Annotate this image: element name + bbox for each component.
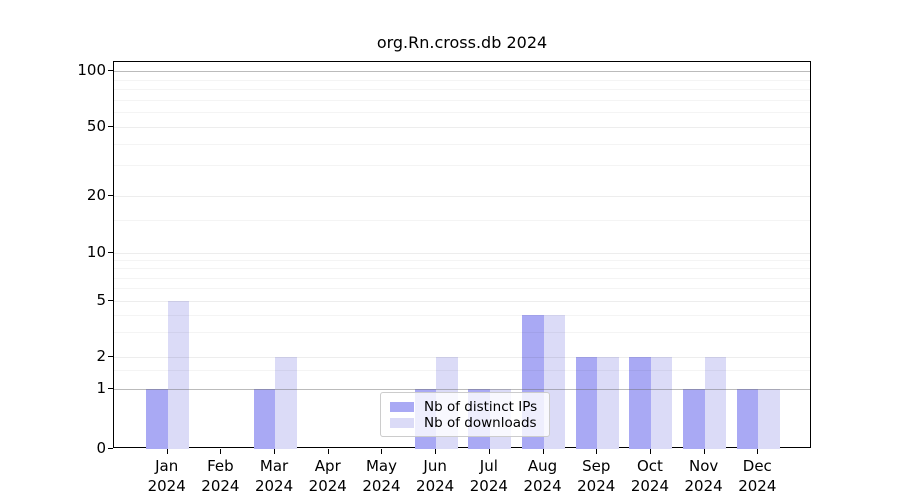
bar-ips-dec (736, 389, 759, 449)
gridline-9 (114, 260, 810, 262)
distinct-ips-swatch-icon (390, 402, 414, 412)
gridline-3 (114, 331, 810, 333)
x-tick-mark-dec (757, 449, 759, 454)
bar-downloads-sep (597, 356, 619, 449)
x-tick-label-may: May 2024 (362, 457, 401, 495)
y-tick-label-1: 1 (96, 379, 106, 397)
x-tick-label-apr: Apr 2024 (308, 457, 347, 495)
plot-area (113, 61, 811, 449)
y-tick-label-10: 10 (86, 243, 106, 261)
gridline-1.5 (114, 369, 810, 371)
bar-ips-jan (146, 389, 168, 449)
x-tick-mark-feb (220, 449, 222, 454)
legend-label: Nb of downloads (424, 415, 537, 431)
x-tick-label-jul: Jul 2024 (469, 457, 508, 495)
gridline-7 (114, 277, 810, 279)
y-tick-label-2: 2 (96, 346, 106, 365)
x-tick-label-mar: Mar 2024 (254, 457, 294, 495)
x-tick-label-oct: Oct 2024 (630, 457, 670, 495)
bar-downloads-dec (758, 389, 780, 449)
gridline-60 (114, 112, 810, 114)
x-tick-label-aug: Aug 2024 (523, 457, 562, 495)
bar-ips-sep (575, 356, 598, 449)
x-tick-mark-jan (166, 449, 168, 454)
x-tick-mark-aug (542, 449, 544, 454)
gridline-5 (114, 301, 810, 302)
legend-item-distinct-ips: Nb of distinct IPs (390, 399, 540, 415)
bar-ips-mar (253, 389, 276, 449)
gridline-70 (114, 99, 810, 101)
gridline-20 (114, 196, 810, 197)
downloads-swatch-icon (390, 418, 414, 428)
gridline-2 (114, 356, 810, 358)
y-tick-label-50: 50 (86, 117, 106, 135)
x-tick-mark-jun (435, 449, 437, 454)
x-tick-label-feb: Feb 2024 (201, 457, 240, 495)
y-tick-mark-20 (108, 195, 113, 196)
y-tick-label-5: 5 (96, 291, 106, 309)
y-tick-mark-2 (108, 355, 113, 357)
bar-ips-nov (683, 389, 705, 449)
gridline-8 (114, 268, 810, 270)
y-tick-label-20: 20 (86, 186, 106, 204)
x-tick-label-jun: Jun 2024 (416, 457, 455, 495)
legend-item-downloads: Nb of downloads (390, 415, 540, 431)
chart-title: org.Rn.cross.db 2024 (376, 33, 548, 52)
bar-downloads-mar (275, 356, 297, 449)
legend-label: Nb of distinct IPs (424, 399, 538, 415)
x-tick-mark-jul (488, 449, 490, 454)
x-tick-label-dec: Dec 2024 (738, 457, 777, 495)
gridline-30 (114, 165, 810, 167)
gridline-100 (114, 71, 810, 72)
gridline-10 (114, 253, 810, 254)
y-tick-mark-100 (108, 70, 113, 71)
y-tick-mark-0 (108, 448, 113, 449)
gridline-80 (114, 89, 810, 91)
bar-downloads-nov (704, 356, 727, 449)
x-tick-mark-apr (327, 449, 329, 454)
x-tick-label-sep: Sep 2024 (577, 457, 616, 495)
gridline-90 (114, 79, 810, 81)
y-tick-label-100: 100 (77, 61, 106, 79)
gridline-6 (114, 288, 810, 290)
bar-ips-oct (629, 356, 651, 449)
gridline-50 (114, 127, 810, 128)
gridline-40 (114, 143, 810, 145)
y-tick-mark-10 (108, 252, 113, 253)
bar-downloads-jan (167, 301, 190, 449)
y-tick-mark-1 (108, 388, 113, 389)
bar-downloads-oct (650, 356, 673, 449)
gridline-15 (114, 219, 810, 221)
y-tick-mark-50 (108, 126, 113, 127)
gridline-4 (114, 314, 810, 316)
gridline-1 (114, 389, 810, 390)
x-tick-mark-may (381, 449, 383, 454)
x-tick-mark-nov (703, 449, 705, 454)
x-tick-label-nov: Nov 2024 (684, 457, 723, 495)
x-tick-label-jan: Jan 2024 (147, 457, 186, 495)
x-tick-mark-sep (596, 449, 598, 454)
legend-box: Nb of distinct IPs Nb of downloads (380, 392, 550, 437)
x-tick-mark-oct (649, 449, 651, 454)
y-tick-mark-5 (108, 300, 113, 301)
y-tick-label-0: 0 (96, 439, 106, 457)
x-tick-mark-mar (274, 449, 276, 454)
